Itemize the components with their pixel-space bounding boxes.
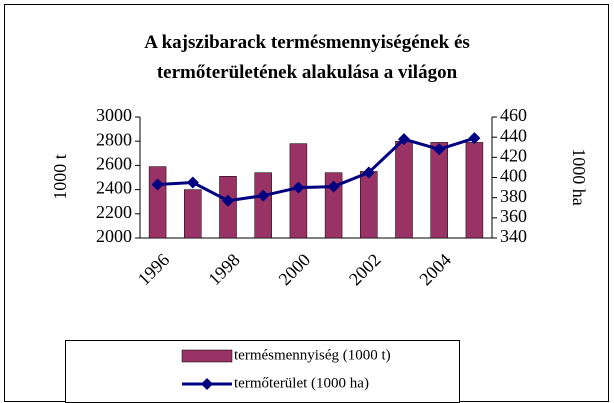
- bar: [395, 140, 413, 239]
- marker: [222, 194, 234, 207]
- y2-tick-label: 440: [500, 125, 527, 145]
- legend-label: termésmennyiség (1000 t): [234, 347, 391, 363]
- marker: [151, 178, 164, 191]
- marker: [433, 143, 446, 156]
- y2-tick-label: 380: [500, 186, 527, 206]
- y2-tick-label: 460: [500, 105, 527, 125]
- legend-label: termőterület (1000 ha): [234, 375, 369, 391]
- y2-tick-label: 360: [500, 206, 527, 226]
- line: [157, 136, 475, 203]
- bar: [254, 172, 272, 239]
- bar: [184, 189, 202, 239]
- y2-tick-label: 400: [500, 166, 527, 186]
- bar: [324, 172, 343, 239]
- marker: [292, 181, 305, 194]
- y-tick-label: 3000: [96, 105, 132, 125]
- y2-tick-label: 420: [500, 145, 527, 165]
- marker: [398, 133, 410, 146]
- bar: [430, 142, 448, 239]
- marker: [468, 132, 481, 145]
- y-tick-label: 2600: [96, 154, 132, 174]
- y-tick-label: 2000: [96, 226, 132, 246]
- bar: [465, 142, 484, 239]
- chart-title: A kajszibarack termésmennyiségének és ter…: [144, 32, 470, 83]
- marker: [186, 176, 199, 189]
- marker: [362, 166, 375, 179]
- y2-axis-label: 1000 ha: [569, 148, 589, 206]
- y-tick-label: 2200: [96, 202, 132, 222]
- y-tick-label: 2800: [96, 129, 132, 149]
- y-tick-label: 2400: [96, 178, 132, 198]
- marker: [327, 180, 340, 193]
- bar: [219, 176, 237, 239]
- legend: [65, 340, 460, 403]
- legend-swatch: [181, 349, 233, 363]
- y-axis-label: 1000 t: [50, 154, 70, 200]
- bar: [360, 171, 378, 239]
- bar: [148, 166, 167, 239]
- legend-marker: [201, 378, 213, 390]
- marker: [257, 189, 270, 202]
- y2-tick-label: 340: [500, 226, 527, 246]
